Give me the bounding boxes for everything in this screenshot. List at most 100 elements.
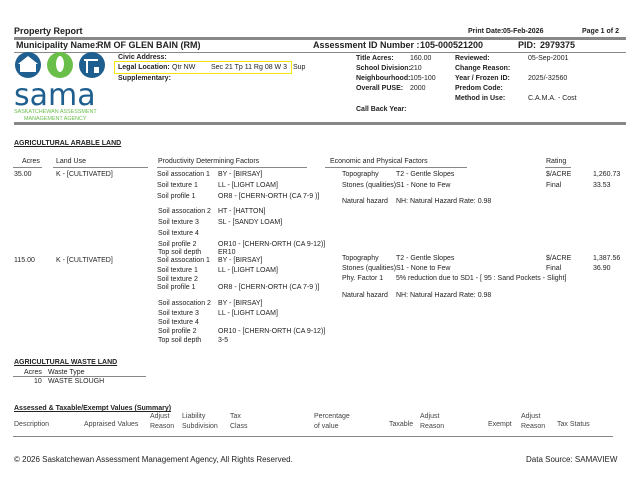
factor-label: Soil profile 1 bbox=[157, 284, 196, 291]
field-value: 105-100 bbox=[410, 75, 436, 82]
waste-section-title: AGRICULTURAL WASTE LAND bbox=[14, 359, 118, 366]
assessment-id: 105-000521200 bbox=[420, 40, 484, 50]
summary-column-header: Appraised Values bbox=[84, 421, 139, 428]
summary-column-header: Description bbox=[14, 421, 50, 428]
field-label: Neighbourhood: bbox=[356, 75, 411, 82]
econ-label: Topography bbox=[342, 255, 379, 262]
econ-label: Natural hazard bbox=[342, 198, 388, 205]
pid: 2979375 bbox=[540, 40, 576, 50]
econ-label: Stones (qualities) bbox=[342, 182, 397, 189]
field-label: Change Reason: bbox=[455, 65, 511, 72]
factor-label: Soil assocation 1 bbox=[157, 171, 210, 178]
field-value: 160.00 bbox=[410, 55, 432, 62]
summary-column-header: Adjust Reason bbox=[420, 413, 445, 430]
waste-type-header: Waste Type bbox=[48, 369, 85, 376]
waste-type: WASTE SLOUGH bbox=[48, 378, 105, 385]
field-label: School Division: bbox=[356, 65, 411, 72]
factor-label: Soil texture 4 bbox=[158, 319, 199, 326]
acres-value: 35.00 bbox=[14, 171, 32, 178]
field-label: Year / Frozen ID: bbox=[455, 75, 510, 82]
factor-value: SL - [SANDY LOAM] bbox=[218, 219, 283, 226]
sama-logo: sama SASKATCHEWAN ASSESSMENT MANAGEMENT … bbox=[14, 51, 106, 122]
factor-value: OR8 - [CHERN-ORTH (CA 7-9 )] bbox=[218, 284, 320, 291]
arable-section-title: AGRICULTURAL ARABLE LAND bbox=[14, 140, 122, 147]
field-value: C.A.M.A. - Cost bbox=[528, 95, 577, 102]
factor-label: Soil profile 1 bbox=[157, 193, 196, 200]
factor-value: BY - [BIRSAY] bbox=[218, 300, 263, 307]
rating-value: 33.53 bbox=[593, 182, 611, 189]
svg-text:MANAGEMENT AGENCY: MANAGEMENT AGENCY bbox=[24, 116, 87, 121]
factor-label: Soil texture 3 bbox=[158, 310, 199, 317]
epf-header: Economic and Physical Factors bbox=[330, 158, 428, 165]
summary-column-header: Tax Class bbox=[230, 413, 248, 430]
waste-acres: 10 bbox=[34, 378, 42, 385]
data-source: Data Source: SAMAVIEW bbox=[526, 455, 618, 464]
divider bbox=[14, 52, 626, 53]
rating-label: $/ACRE bbox=[546, 255, 572, 262]
factor-value: LL - [LIGHT LOAM] bbox=[218, 310, 278, 317]
field-label: Method in Use: bbox=[455, 95, 506, 102]
acres-header: Acres bbox=[22, 158, 40, 165]
summary-column-header: Tax Status bbox=[557, 421, 590, 428]
factor-value: OR10 - [CHERN-ORTH (CA 9-12)] bbox=[218, 241, 326, 248]
call-back-year-label: Call Back Year: bbox=[356, 106, 407, 113]
econ-value: NH: Natural Hazard Rate: 0.98 bbox=[396, 292, 492, 299]
summary-column-header: Liability Subdivision bbox=[182, 413, 218, 430]
field-value: 2000 bbox=[410, 85, 426, 92]
copyright: © 2026 Saskatchewan Assessment Managemen… bbox=[14, 455, 293, 464]
factor-label: Soil assocation 2 bbox=[158, 300, 211, 307]
econ-value: S1 - None to Few bbox=[396, 182, 451, 189]
factor-label: Soil profile 2 bbox=[158, 241, 197, 248]
civic-address-label: Civic Address: bbox=[118, 54, 167, 61]
factor-value: ER10 bbox=[218, 249, 236, 256]
summary-column-header: Percentage of value bbox=[314, 413, 350, 430]
factor-value: OR10 - [CHERN-ORTH (CA 9-12)] bbox=[218, 328, 326, 335]
factor-value: BY - [BIRSAY] bbox=[218, 171, 263, 178]
econ-value: NH: Natural Hazard Rate: 0.98 bbox=[396, 198, 492, 205]
factor-label: Soil texture 1 bbox=[157, 182, 198, 189]
factor-label: Top soil depth bbox=[158, 249, 202, 256]
print-date: 05-Feb-2026 bbox=[503, 28, 544, 35]
econ-value: 5% reduction due to SD1 - [ 95 : Sand Po… bbox=[396, 275, 567, 282]
field-value: 210 bbox=[410, 65, 422, 72]
legal-sec: Sec 21 Tp 11 Rg 08 W 3 bbox=[211, 64, 288, 71]
page-indicator: Page 1 of 2 bbox=[582, 28, 619, 35]
factor-value: LL - [LIGHT LOAM] bbox=[218, 267, 278, 274]
print-date-label: Print Date: bbox=[468, 28, 504, 35]
divider bbox=[14, 37, 626, 40]
summary-column-header: Exempt bbox=[488, 421, 512, 428]
summary-column-header: Taxable bbox=[389, 421, 414, 428]
factor-value: OR8 - [CHERN-ORTH (CA 7-9 )] bbox=[218, 193, 320, 200]
econ-label: Topography bbox=[342, 171, 379, 178]
econ-value: T2 - Gentle Slopes bbox=[396, 171, 455, 178]
factor-value: LL - [LIGHT LOAM] bbox=[218, 182, 278, 189]
acres-value: 115.00 bbox=[14, 257, 35, 264]
factor-label: Soil texture 3 bbox=[158, 219, 199, 226]
econ-value: S1 - None to Few bbox=[396, 265, 451, 272]
factor-value: 3-5 bbox=[218, 337, 229, 344]
summary-section-title: Assessed & Taxable/Exempt Values (Summar… bbox=[14, 405, 172, 412]
factor-label: Soil texture 2 bbox=[157, 276, 198, 283]
econ-value: T2 - Gentle Slopes bbox=[396, 255, 455, 262]
waste-acres-header: Acres bbox=[24, 369, 42, 376]
factor-label: Soil profile 2 bbox=[158, 328, 197, 335]
legal-qtr: Qtr NW bbox=[172, 64, 196, 71]
field-label: Predom Code: bbox=[455, 85, 503, 92]
rating-value: 1,260.73 bbox=[593, 171, 621, 178]
field-label: Title Acres: bbox=[356, 55, 394, 62]
rating-label: Final bbox=[546, 182, 562, 189]
municipality-name: RM OF GLEN BAIN (RM) bbox=[97, 40, 201, 50]
svg-text:SASKATCHEWAN ASSESSMENT: SASKATCHEWAN ASSESSMENT bbox=[14, 109, 97, 115]
field-label: Reviewed: bbox=[455, 55, 490, 62]
pdf-header: Productivity Determining Factors bbox=[158, 158, 260, 165]
pid-label: PID: bbox=[518, 40, 536, 50]
field-label: Overall PUSE: bbox=[356, 85, 404, 92]
factor-label: Top soil depth bbox=[158, 337, 202, 344]
rating-label: $/ACRE bbox=[546, 171, 572, 178]
rating-value: 1,387.56 bbox=[593, 255, 621, 262]
municipality-label: Municipality Name: bbox=[16, 40, 99, 50]
divider bbox=[14, 122, 626, 125]
econ-label: Natural hazard bbox=[342, 292, 388, 299]
supplementary-label: Supplementary: bbox=[118, 75, 171, 82]
land-use-value: K - [CULTIVATED] bbox=[56, 171, 113, 178]
